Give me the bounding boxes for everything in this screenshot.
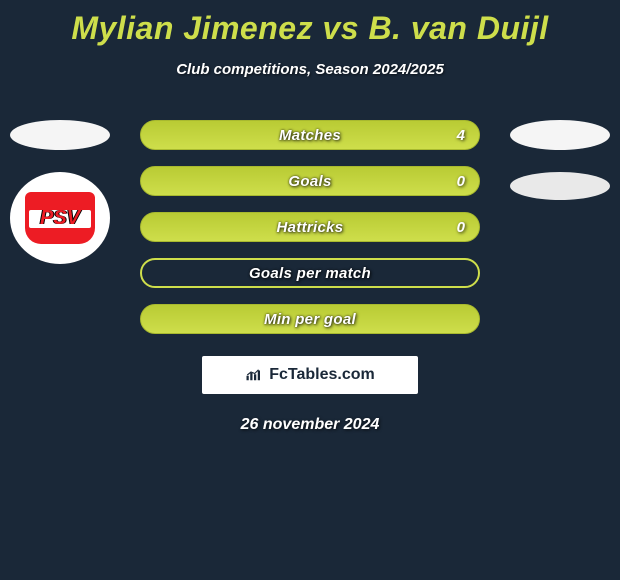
- player-left-column: PSV: [10, 120, 110, 264]
- stat-row: Min per goal: [0, 304, 620, 334]
- subtitle: Club competitions, Season 2024/2025: [0, 61, 620, 78]
- player-right-avatar-placeholder: [510, 120, 610, 150]
- stat-bar: Matches 4: [140, 120, 480, 150]
- stat-value-right: 4: [457, 127, 465, 144]
- player-left-club-badge: PSV: [10, 172, 110, 264]
- stat-label: Goals: [288, 173, 331, 190]
- psv-badge-shape: PSV: [25, 192, 95, 244]
- stat-bar: Goals 0: [140, 166, 480, 196]
- stat-label: Goals per match: [249, 265, 371, 282]
- stat-bar: Hattricks 0: [140, 212, 480, 242]
- page-title: Mylian Jimenez vs B. van Duijl: [0, 0, 620, 47]
- content-wrap: Mylian Jimenez vs B. van Duijl Club comp…: [0, 0, 620, 434]
- stat-bar: Goals per match: [140, 258, 480, 288]
- stat-label: Matches: [279, 127, 341, 144]
- player-right-column: [510, 120, 610, 200]
- branding-text: FcTables.com: [269, 366, 375, 384]
- stat-label: Hattricks: [277, 219, 344, 236]
- player-left-avatar-placeholder: [10, 120, 110, 150]
- branding-box: FcTables.com: [202, 356, 418, 394]
- psv-badge-text: PSV: [40, 207, 80, 230]
- player-right-club-placeholder: [510, 172, 610, 200]
- branding-chart-icon: [245, 368, 263, 382]
- date-text: 26 november 2024: [0, 416, 620, 434]
- stat-label: Min per goal: [264, 311, 356, 328]
- stat-value-right: 0: [457, 219, 465, 236]
- stat-bar: Min per goal: [140, 304, 480, 334]
- stat-value-right: 0: [457, 173, 465, 190]
